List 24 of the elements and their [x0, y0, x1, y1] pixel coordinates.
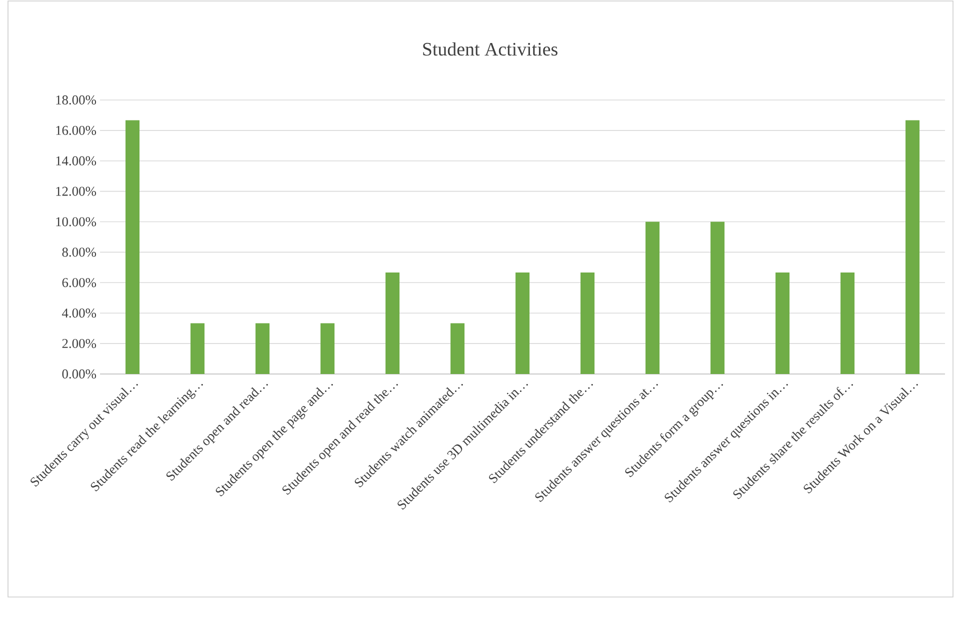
bar — [256, 323, 270, 374]
bar — [580, 272, 595, 374]
bar — [840, 272, 855, 374]
bar — [126, 120, 140, 374]
bar — [776, 272, 790, 374]
y-tick-label: 14.00% — [56, 156, 96, 166]
bar — [386, 272, 400, 374]
bar — [906, 120, 920, 374]
y-tick-label: 12.00% — [56, 186, 96, 196]
bar — [646, 222, 660, 374]
bar — [516, 272, 530, 374]
bar — [450, 323, 465, 374]
y-tick-label: 10.00% — [56, 217, 96, 226]
chart-title: Student Activities — [423, 42, 558, 56]
y-tick-label: 6.00% — [62, 278, 96, 288]
y-tick-label: 8.00% — [62, 248, 96, 257]
bar — [710, 222, 725, 374]
y-tick-label: 16.00% — [56, 126, 96, 135]
y-tick-label: 4.00% — [62, 308, 96, 318]
bar — [190, 323, 205, 374]
bar — [320, 323, 335, 374]
y-tick-label: 0.00% — [62, 369, 96, 379]
y-tick-label: 2.00% — [62, 338, 96, 348]
y-tick-label: 18.00% — [56, 95, 96, 105]
